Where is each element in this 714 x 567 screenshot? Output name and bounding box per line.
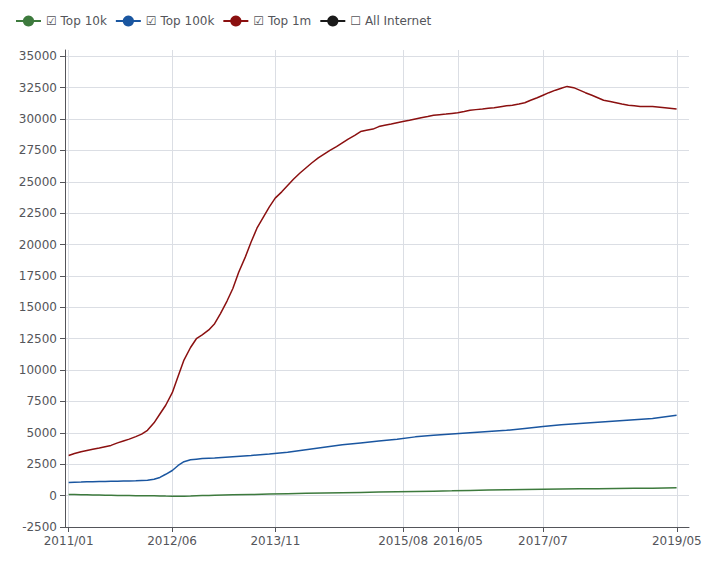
svg-text:25000: 25000: [19, 175, 57, 189]
svg-text:30000: 30000: [19, 112, 57, 126]
svg-text:17500: 17500: [19, 269, 57, 283]
svg-text:2017/07: 2017/07: [518, 534, 568, 548]
svg-text:☑ Top 10k: ☑ Top 10k: [46, 14, 107, 28]
svg-text:12500: 12500: [19, 332, 57, 346]
svg-text:2011/01: 2011/01: [44, 534, 94, 548]
svg-text:7500: 7500: [26, 394, 57, 408]
svg-text:15000: 15000: [19, 300, 57, 314]
svg-text:35000: 35000: [19, 49, 57, 63]
svg-text:32500: 32500: [19, 81, 57, 95]
svg-text:2019/05: 2019/05: [652, 534, 702, 548]
svg-text:☑ Top 100k: ☑ Top 100k: [146, 14, 215, 28]
svg-text:2012/06: 2012/06: [147, 534, 197, 548]
svg-text:10000: 10000: [19, 363, 57, 377]
svg-text:2013/11: 2013/11: [250, 534, 300, 548]
svg-text:5000: 5000: [26, 426, 57, 440]
svg-text:☑ Top 1m: ☑ Top 1m: [253, 14, 311, 28]
svg-text:0: 0: [49, 489, 57, 503]
svg-text:2016/05: 2016/05: [433, 534, 483, 548]
svg-text:2500: 2500: [26, 457, 57, 471]
svg-text:-2500: -2500: [22, 520, 57, 534]
svg-text:2015/08: 2015/08: [378, 534, 428, 548]
svg-text:22500: 22500: [19, 206, 57, 220]
svg-text:☐ All Internet: ☐ All Internet: [350, 14, 431, 28]
svg-text:27500: 27500: [19, 143, 57, 157]
svg-text:20000: 20000: [19, 238, 57, 252]
